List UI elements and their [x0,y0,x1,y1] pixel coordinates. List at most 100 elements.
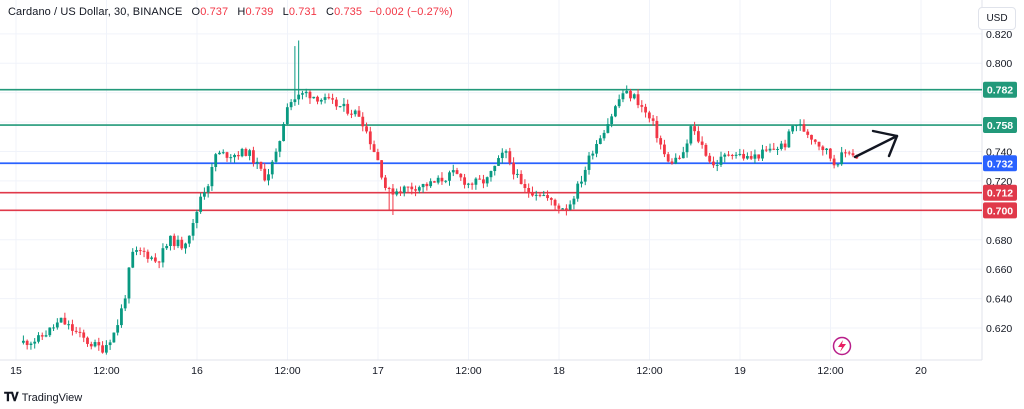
candle-up [210,166,214,187]
level-price-label: 0.712 [987,188,1013,200]
candle-up [240,148,244,157]
candle-down [700,141,704,145]
candle-down [316,96,319,102]
candle-up [606,124,610,133]
candle-down [138,250,142,252]
currency-button[interactable]: USD [978,7,1016,30]
candle-up [617,99,621,107]
candle-down [406,186,410,188]
candle-down [727,154,730,156]
candle-up [515,173,519,175]
candle-down [512,162,515,175]
arrow-up-right-icon[interactable] [853,129,899,159]
candle-up [278,141,282,152]
candle-up [402,186,406,193]
candle-down [538,194,542,196]
level-price-label: 0.700 [987,205,1013,217]
candle-down [531,191,534,196]
candle-up [685,143,689,153]
candle-up [723,154,727,157]
candle-up [580,181,583,184]
candle-up [776,148,779,150]
candle-up [59,317,63,323]
candle-up [44,335,48,337]
time-tick-label: 16 [191,365,203,377]
candle-down [459,173,463,178]
candle-down [433,181,436,183]
candle-up [840,152,844,165]
candle-down [244,148,248,156]
level-price-tag [983,117,1017,134]
lightning-icon[interactable] [832,336,852,356]
candle-down [74,330,78,332]
candle-down [376,152,380,161]
tv-logo-icon: 𝐓𝐕 [4,390,19,404]
symbol-legend: Cardano / US Dollar, 30, BINANCE O0.737 … [8,6,453,18]
brand-name: TradingView [21,391,83,404]
candle-down [806,131,810,135]
candle-up [598,138,602,144]
candle-up [421,183,425,188]
candle-down [810,134,813,140]
candle-down [708,155,712,162]
candle-up [21,340,25,343]
candle-down [772,148,776,150]
high-value: 0.739 [245,6,274,18]
high-label: H [237,6,246,18]
candle-up [791,125,795,132]
candle-up [218,152,221,155]
candle-up [255,161,259,164]
price-tick-label: 0.640 [986,294,1012,306]
candle-down [640,105,644,107]
candle-down [629,90,632,99]
candle-up [561,208,565,210]
time-axis: 15 12:00 16 12:00 17 12:00 18 12:00 19 12:00 20 [10,365,927,377]
candle-up [161,248,165,263]
candle-up [493,165,497,172]
candle-down [557,205,561,209]
tradingview-branding[interactable]: 𝐓𝐕 TradingView [4,390,82,405]
candle-up [674,157,678,164]
candle-down [225,152,229,158]
candle-down [71,324,74,331]
candle-up [120,308,123,326]
candle-up [150,257,153,259]
open-value: 0.737 [200,6,229,18]
candle-down [89,343,93,347]
candle-up [436,177,440,183]
candle-down [693,126,696,132]
candle-up [542,195,546,197]
time-tick-label: 15 [10,365,22,377]
candle-down [644,106,647,113]
candle-down [146,251,150,259]
candle-up [233,154,236,158]
close-label: C [326,6,335,18]
candles [21,40,859,355]
candle-up [297,94,301,100]
candle-down [86,337,89,344]
candle-down [440,177,444,182]
candle-up [274,151,278,162]
level-lines [0,88,982,212]
candle-down [647,112,651,119]
candle-up [214,154,218,167]
candle-down [40,335,44,337]
candle-up [504,151,508,153]
candle-up [301,93,304,95]
candle-down [651,118,655,121]
candle-down [659,138,663,145]
candle-up [282,123,285,142]
candle-down [482,179,485,184]
candle-down [851,153,855,156]
candle-up [338,106,342,108]
time-tick-label: 12:00 [817,365,843,377]
candle-down [157,261,161,263]
candle-down [153,257,157,262]
candle-down [655,120,659,139]
candle-up [576,183,580,199]
candle-down [470,183,474,185]
candle-up [591,153,595,156]
candle-down [63,317,67,325]
candle-up [485,177,489,184]
candle-up [169,235,172,246]
